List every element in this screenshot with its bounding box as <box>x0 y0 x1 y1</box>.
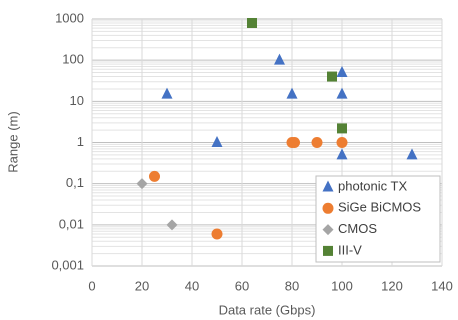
x-tick-label: 80 <box>285 278 299 293</box>
point <box>289 137 300 148</box>
y-tick-label: 0,01 <box>59 216 84 231</box>
point <box>286 87 298 99</box>
point <box>211 228 223 240</box>
point <box>406 148 418 160</box>
legend-label: CMOS <box>338 221 377 236</box>
legend-marker <box>322 224 334 236</box>
y-tick-label: 100 <box>62 52 84 67</box>
legend-marker <box>323 245 333 256</box>
point <box>247 17 257 28</box>
y-tick-label: 1000 <box>55 10 84 25</box>
point <box>311 137 323 148</box>
point <box>336 148 348 160</box>
legend-label: photonic TX <box>338 178 407 193</box>
point <box>274 53 285 65</box>
y-tick-label: 10 <box>70 93 84 108</box>
y-tick-label: 1 <box>77 134 84 149</box>
x-tick-label: 0 <box>88 278 95 293</box>
point <box>327 71 337 82</box>
legend-label: SiGe BiCMOS <box>338 200 421 215</box>
y-tick-label: 0,1 <box>66 175 84 190</box>
x-tick-label: 140 <box>431 278 453 293</box>
x-tick-label: 40 <box>185 278 199 293</box>
legend-marker <box>322 180 334 192</box>
point <box>166 219 178 231</box>
x-tick-label: 60 <box>235 278 249 293</box>
x-tick-label: 100 <box>331 278 353 293</box>
y-tick-label: 0,001 <box>51 257 84 272</box>
x-tick-label: 120 <box>381 278 403 293</box>
point <box>161 87 173 99</box>
point <box>336 66 348 78</box>
point <box>149 170 160 182</box>
legend-marker <box>322 202 334 214</box>
point <box>336 87 348 99</box>
x-tick-label: 20 <box>135 278 149 293</box>
legend-box <box>315 175 441 263</box>
x-axis-label: Data rate (Gbps) <box>219 302 316 317</box>
point <box>211 136 223 147</box>
y-axis-label: Range (m) <box>5 111 20 172</box>
legend-label: III-V <box>338 242 362 257</box>
point <box>136 178 148 190</box>
point <box>336 137 348 148</box>
point <box>337 123 347 134</box>
